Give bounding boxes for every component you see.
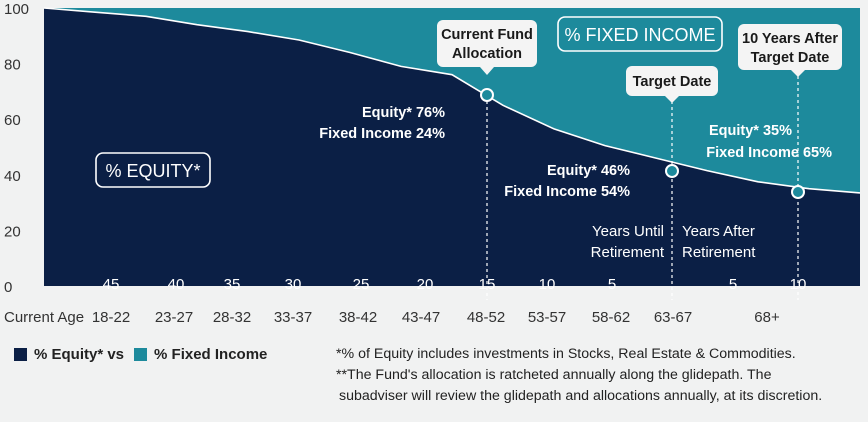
callout-current-line2: Allocation bbox=[452, 46, 522, 62]
years-after-line1: Years After bbox=[682, 223, 755, 240]
callout-after-box bbox=[738, 24, 842, 70]
age-category-label: 53-57 bbox=[528, 309, 566, 326]
current-fi-annotation: Fixed Income 24% bbox=[319, 126, 445, 142]
fixed-income-region-label: % FIXED INCOME bbox=[564, 25, 715, 45]
years-after-line2: Retirement bbox=[682, 244, 756, 261]
legend-equity-label: % Equity* vs bbox=[34, 346, 125, 363]
years-label: 5 bbox=[729, 276, 737, 293]
age-category-label: 43-47 bbox=[402, 309, 440, 326]
equity-label-box bbox=[95, 152, 211, 188]
equity-boundary-line bbox=[43, 7, 861, 194]
callout-target-box bbox=[626, 66, 718, 96]
y-tick-label: 20 bbox=[4, 223, 21, 240]
y-axis-ticks: 0 20 40 60 80 100 bbox=[4, 1, 29, 296]
equity-swatch bbox=[14, 348, 27, 361]
years-labels: 45 40 35 30 25 20 15 10 5 5 10 bbox=[103, 276, 807, 293]
y-tick-label: 100 bbox=[4, 1, 29, 18]
callout-target-pointer bbox=[665, 96, 679, 103]
fixed-income-swatch bbox=[134, 348, 148, 361]
callout-current-box bbox=[437, 20, 537, 67]
years-label: 45 bbox=[103, 276, 120, 293]
after-equity-annotation: Equity* 35% bbox=[709, 123, 792, 139]
y-tick-label: 60 bbox=[4, 112, 21, 129]
years-label: 15 bbox=[479, 276, 496, 293]
x-axis-label: Current Age bbox=[4, 309, 84, 326]
years-label: 25 bbox=[353, 276, 370, 293]
age-category-label: 58-62 bbox=[592, 309, 630, 326]
age-category-label: 68+ bbox=[754, 309, 780, 326]
callout-current-line1: Current Fund bbox=[441, 27, 533, 43]
callout-after-line2: Target Date bbox=[751, 50, 830, 66]
fixed-income-label-box bbox=[557, 16, 723, 52]
age-category-label: 33-37 bbox=[274, 309, 312, 326]
years-label: 10 bbox=[790, 276, 807, 293]
footnote-line-3: subadviser will review the glidepath and… bbox=[339, 388, 823, 404]
age-category-label: 63-67 bbox=[654, 309, 692, 326]
age-category-label: 28-32 bbox=[213, 309, 251, 326]
footnote-line-2: **The Fund's allocation is ratcheted ann… bbox=[336, 367, 772, 383]
age-category-label: 18-22 bbox=[92, 309, 130, 326]
legend: % Equity* vs % Fixed Income bbox=[14, 346, 267, 363]
footnotes: *% of Equity includes investments in Sto… bbox=[336, 344, 822, 407]
callout-after-pointer bbox=[791, 70, 805, 77]
target-fi-annotation: Fixed Income 54% bbox=[504, 184, 630, 200]
years-until-line2: Retirement bbox=[591, 244, 665, 261]
after-fi-annotation: Fixed Income 65% bbox=[706, 145, 832, 161]
age-category-label: 48-52 bbox=[467, 309, 505, 326]
years-label: 35 bbox=[224, 276, 241, 293]
current-marker-point bbox=[480, 88, 494, 102]
years-label: 40 bbox=[168, 276, 185, 293]
y-tick-label: 80 bbox=[4, 57, 21, 74]
footnote-line-1: *% of Equity includes investments in Sto… bbox=[336, 346, 796, 362]
target-marker-point bbox=[665, 164, 679, 178]
after-marker-point bbox=[791, 185, 805, 199]
y-tick-label: 40 bbox=[4, 168, 21, 185]
years-label: 20 bbox=[417, 276, 434, 293]
legend-fi-label: % Fixed Income bbox=[154, 346, 268, 363]
equity-region-label: % EQUITY* bbox=[105, 161, 200, 181]
years-label: 30 bbox=[285, 276, 302, 293]
age-labels: 18-22 23-27 28-32 33-37 38-42 43-47 48-52 53-57… bbox=[92, 309, 780, 326]
equity-area bbox=[44, 8, 860, 286]
years-label: 10 bbox=[539, 276, 556, 293]
target-equity-annotation: Equity* 46% bbox=[547, 163, 630, 179]
y-tick-label: 0 bbox=[4, 279, 12, 296]
current-equity-annotation: Equity* 76% bbox=[362, 105, 445, 121]
callout-current-pointer bbox=[480, 67, 494, 75]
age-category-label: 38-42 bbox=[339, 309, 377, 326]
callout-after-line1: 10 Years After bbox=[742, 31, 838, 47]
callout-target-text: Target Date bbox=[633, 74, 712, 90]
years-label: 5 bbox=[608, 276, 616, 293]
age-category-label: 23-27 bbox=[155, 309, 193, 326]
years-until-line1: Years Until bbox=[592, 223, 664, 240]
